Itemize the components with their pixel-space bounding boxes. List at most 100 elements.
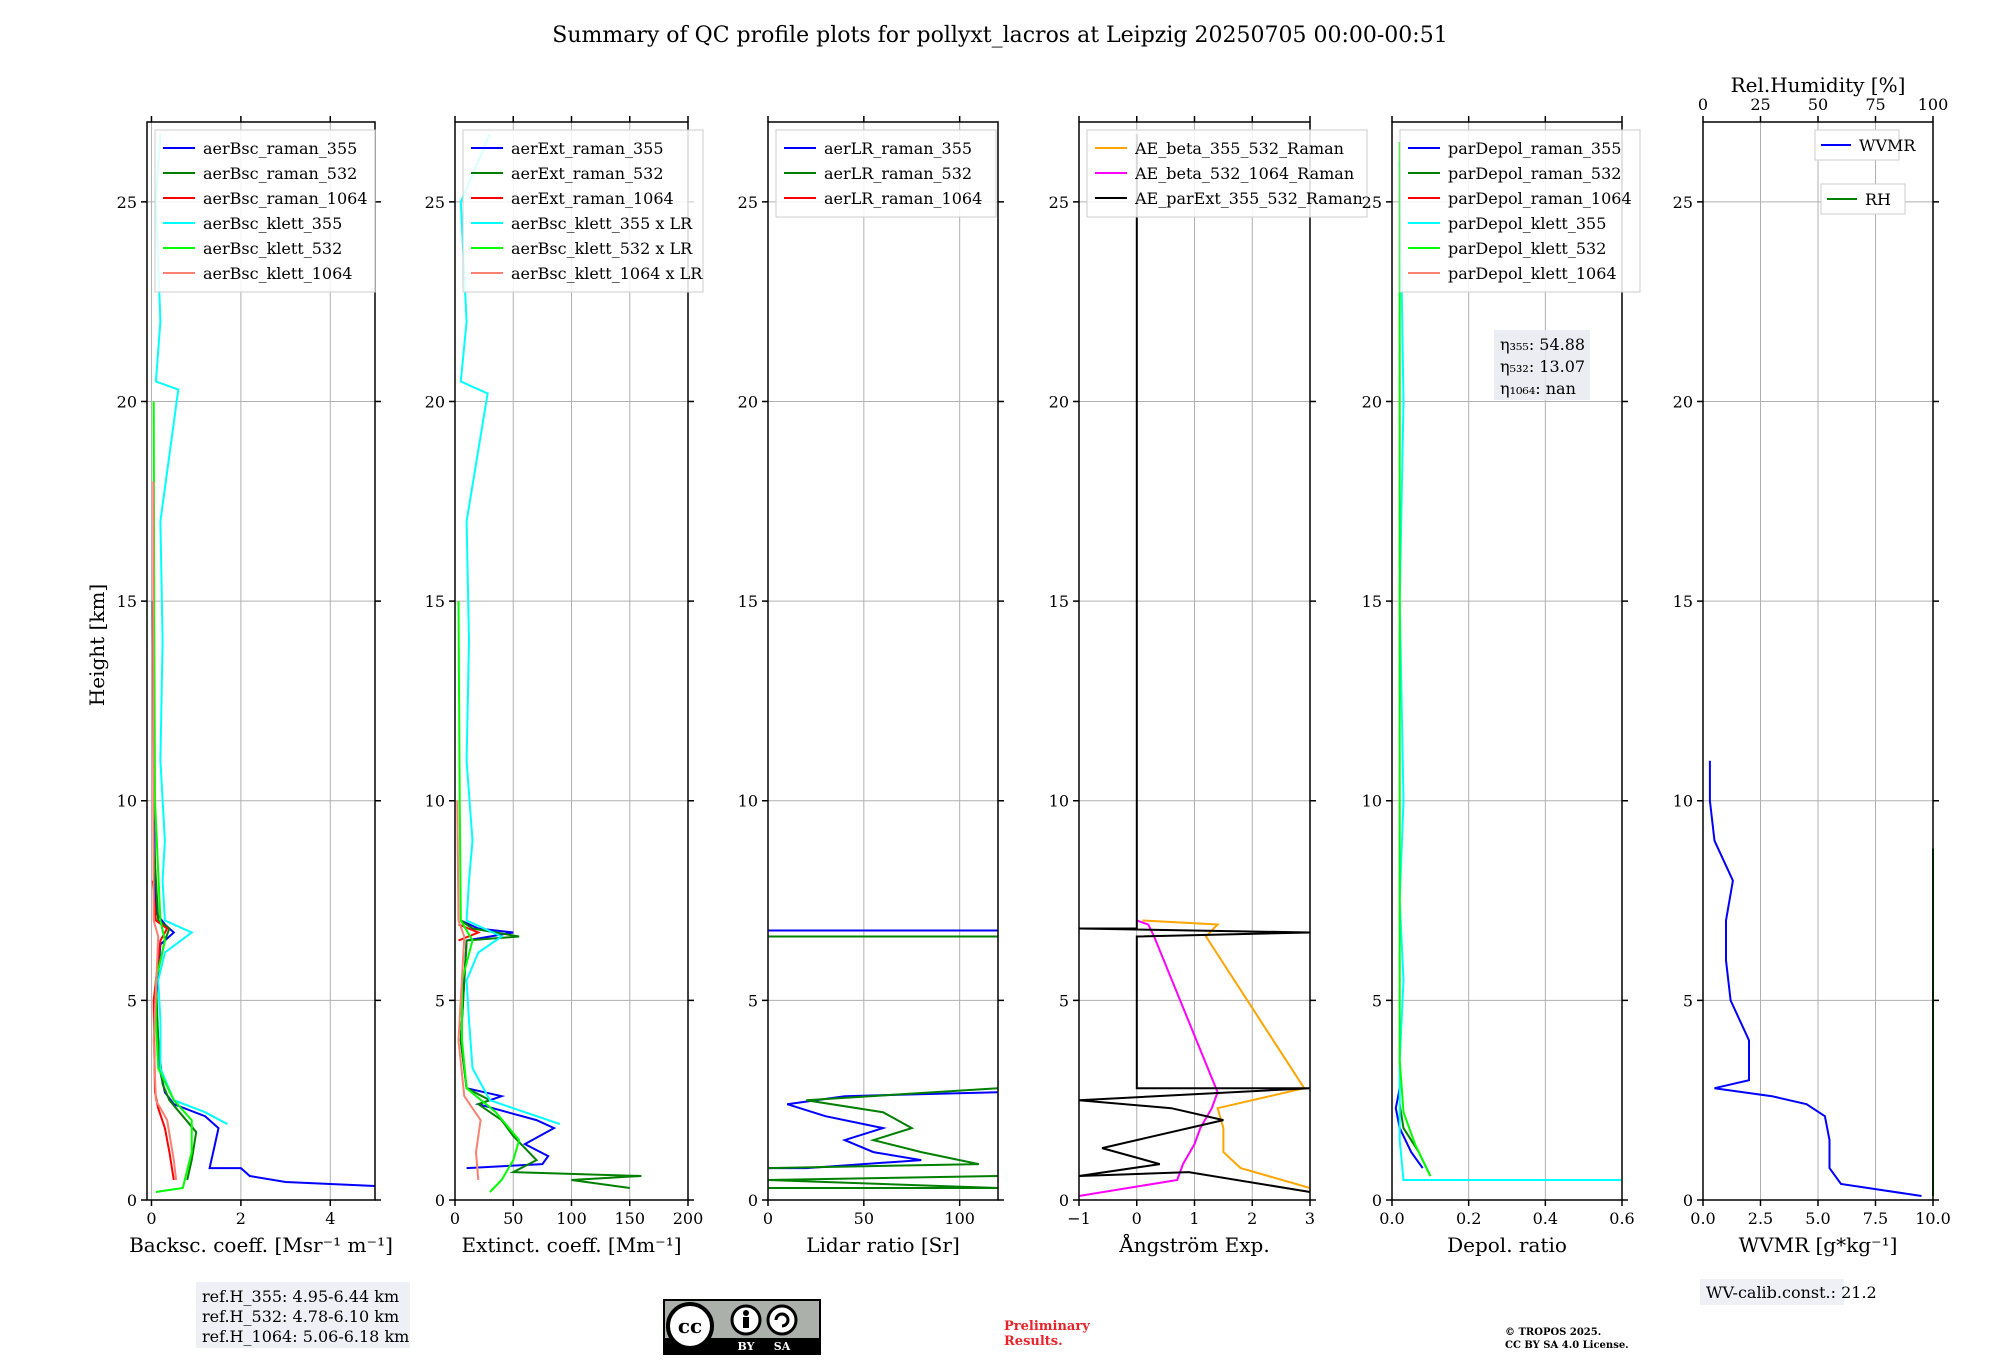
copyright-note: © TROPOS 2025. CC BY SA 4.0 License. [1505, 1327, 1629, 1351]
y-tick-label: 20 [1049, 392, 1069, 411]
ref-h-1064: ref.H_1064: 5.06-6.18 km [202, 1327, 409, 1346]
y-tick-label: 5 [748, 991, 758, 1010]
x2-tick-label: 75 [1865, 95, 1885, 114]
y-axis-label: Height [km] [85, 584, 109, 706]
ref-h-355: ref.H_355: 4.95-6.44 km [202, 1287, 399, 1306]
person-icon-body [743, 1317, 749, 1328]
x-tick-label: 5.0 [1805, 1209, 1830, 1228]
series-line-aerbsc-klett-1064 [152, 481, 178, 1181]
legend-label: aerBsc_klett_1064 [203, 264, 352, 283]
share-alike-arrow [774, 1312, 790, 1328]
legend-label: aerBsc_klett_355 x LR [511, 214, 693, 233]
series-line-aerbsc-klett-355-x-lr [459, 133, 561, 1126]
y-tick-label: 25 [1673, 193, 1693, 212]
legend-label: AE_parExt_355_532_Raman [1134, 189, 1363, 208]
y-tick-label: 0 [1683, 1191, 1693, 1210]
y-tick-label: 10 [1673, 792, 1693, 811]
legend-label: aerBsc_raman_532 [203, 164, 357, 183]
y-tick-label: 15 [1362, 592, 1382, 611]
legend-label: aerBsc_raman_1064 [203, 189, 368, 208]
y-tick-label: 20 [738, 392, 758, 411]
legend-label: parDepol_klett_355 [1448, 214, 1606, 233]
y-tick-label: 15 [1049, 592, 1069, 611]
x-tick-label: 0 [1132, 1209, 1142, 1228]
x-tick-label: 0 [450, 1209, 460, 1228]
legend-label: aerExt_raman_532 [511, 164, 664, 183]
x2-tick-label: 50 [1808, 95, 1828, 114]
y-tick-label: 15 [738, 592, 758, 611]
y-tick-label: 0 [1372, 1191, 1382, 1210]
legend-box [1086, 129, 1368, 218]
y-tick-label: 0 [748, 1191, 758, 1210]
x-axis-label: Ångström Exp. [1118, 1232, 1269, 1257]
y-tick-label: 15 [117, 592, 137, 611]
x-tick-label: −1 [1067, 1209, 1091, 1228]
legend-label: parDepol_raman_355 [1448, 139, 1621, 158]
series-line-aerlr-raman-355 [768, 1091, 999, 1170]
legend-box [154, 129, 376, 293]
legend-label: aerBsc_klett_355 [203, 214, 342, 233]
x-tick-label: 50 [503, 1209, 523, 1228]
axes-frame [1391, 121, 1623, 1201]
person-icon-head [743, 1310, 749, 1316]
y-tick-label: 10 [1049, 792, 1069, 811]
y-tick-label: 25 [1049, 193, 1069, 212]
y-tick-label: 20 [425, 392, 445, 411]
panel-extinction: 0 50 100 150 200 0 5 10 15 20 25 Extinct. coeff. [M… [425, 116, 704, 1257]
legend-label: aerBsc_klett_532 [203, 239, 342, 258]
series-line-ae-beta-355-532-raman [1142, 919, 1311, 1189]
y-tick-label: 5 [1372, 991, 1382, 1010]
y-tick-label: 5 [435, 991, 445, 1010]
ref-h-532: ref.H_532: 4.78-6.10 km [202, 1307, 399, 1326]
x-tick-label: 2 [236, 1209, 246, 1228]
cc-sa-label: SA [774, 1340, 791, 1353]
series-line-pardepol-klett-355 [1398, 161, 1622, 1181]
legend-label: aerBsc_klett_1064 x LR [511, 264, 703, 283]
x-tick-label: 0.2 [1456, 1209, 1481, 1228]
cc-license-badge: cc BY SA [663, 1299, 821, 1355]
legend-label: parDepol_raman_532 [1448, 164, 1621, 183]
y-tick-label: 10 [1362, 792, 1382, 811]
series-line-aerbsc-klett-355 [154, 133, 228, 1125]
eta-1064: η₁₀₆₄: nan [1500, 379, 1576, 398]
y-tick-label: 0 [127, 1191, 137, 1210]
wv-calib-label: WV-calib.const.: 21.2 [1706, 1283, 1877, 1302]
x-axis-label: Lidar ratio [Sr] [806, 1233, 960, 1257]
preliminary-line-2: Results. [1004, 1334, 1063, 1349]
x-axis-label: Backsc. coeff. [Msr⁻¹ m⁻¹] [129, 1233, 393, 1257]
series-line-aerlr-raman-532-low [767, 1175, 999, 1189]
x-tick-label: 1 [1189, 1209, 1199, 1228]
panel-depol: 0.0 0.2 0.4 0.6 0 5 10 15 20 25 Depol. ratio parDep… [1362, 116, 1641, 1257]
x-tick-label: 2 [1247, 1209, 1257, 1228]
legend-label: parDepol_klett_1064 [1448, 264, 1617, 283]
eta-532: η₅₃₂: 13.07 [1500, 357, 1585, 376]
x-tick-label: 0.6 [1609, 1209, 1634, 1228]
y-tick-label: 10 [425, 792, 445, 811]
x-tick-label: 0.0 [1379, 1209, 1404, 1228]
x-tick-label: 50 [854, 1209, 874, 1228]
x-tick-label: 0.0 [1690, 1209, 1715, 1228]
series-line-aerbsc-raman-355 [151, 601, 376, 1187]
y-tick-label: 5 [1059, 991, 1069, 1010]
panel-wvmr: 0.0 2.5 5.0 7.5 10.0 0 5 10 15 20 25 WVMR [g*kg⁻¹] 0… [1673, 73, 1951, 1257]
x2-axis-label: Rel.Humidity [%] [1731, 73, 1906, 97]
x-tick-label: 3 [1305, 1209, 1315, 1228]
legend-label: AE_beta_355_532_Raman [1134, 139, 1344, 158]
x-tick-label: 0 [146, 1209, 156, 1228]
legend-label: parDepol_raman_1064 [1448, 189, 1632, 208]
legend-label: parDepol_klett_532 [1448, 239, 1606, 258]
preliminary-note: Preliminary Results. [1004, 1319, 1090, 1349]
legend-label: RH [1865, 190, 1891, 209]
preliminary-line-1: Preliminary [1004, 1319, 1090, 1334]
x-tick-label: 10.0 [1915, 1209, 1951, 1228]
y-tick-label: 20 [1362, 392, 1382, 411]
y-tick-label: 25 [117, 193, 137, 212]
series-line-aerbsc-klett-532 [152, 401, 193, 1193]
x2-tick-label: 0 [1698, 95, 1708, 114]
legend-label: aerLR_raman_532 [824, 164, 972, 183]
series-line-ae-beta-532-1064-raman [1078, 919, 1219, 1197]
x-tick-label: 150 [614, 1209, 645, 1228]
y-tick-label: 15 [1673, 592, 1693, 611]
